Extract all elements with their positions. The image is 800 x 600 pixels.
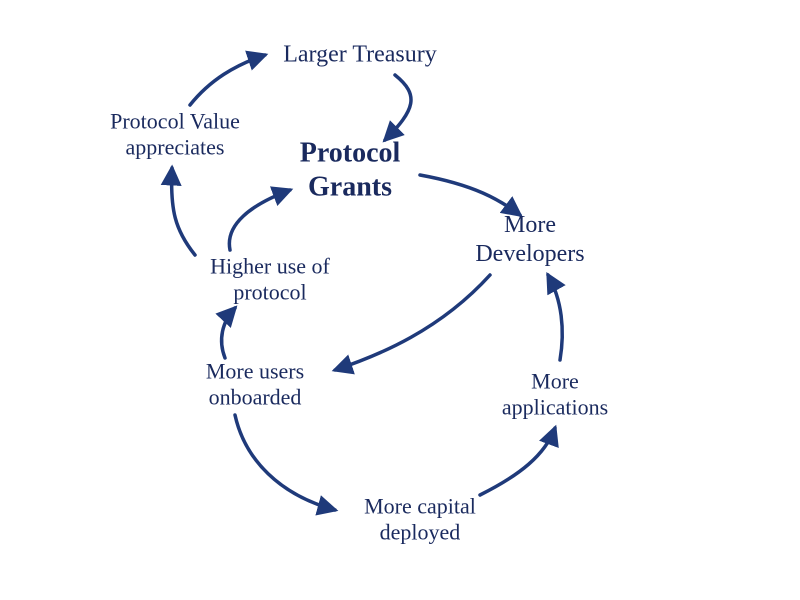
edge-capital-to-applications <box>480 428 555 495</box>
edge-users-to-higheruse <box>222 308 235 358</box>
node-label: More capital deployed <box>364 494 476 545</box>
edge-value-to-treasury <box>190 55 265 105</box>
node-label: Higher use of protocol <box>210 254 330 305</box>
node-grants: Protocol Grants <box>300 136 401 203</box>
edge-users-to-capital <box>235 415 335 510</box>
edge-applications-to-developers <box>548 275 562 360</box>
node-applications: More applications <box>502 369 608 422</box>
node-label: More applications <box>502 369 608 420</box>
edge-grants-to-developers <box>420 175 520 215</box>
node-higheruse: Higher use of protocol <box>210 254 330 307</box>
node-label: Larger Treasury <box>283 42 437 68</box>
node-label: Protocol Grants <box>300 137 401 202</box>
edge-developers-to-users <box>335 275 490 370</box>
flywheel-diagram: Larger Treasury Protocol Value appreciate… <box>0 0 800 600</box>
node-developers: More Developers <box>475 211 584 269</box>
node-value: Protocol Value appreciates <box>110 109 240 162</box>
node-users: More users onboarded <box>206 359 304 412</box>
edge-higheruse-to-value <box>172 168 195 255</box>
node-label: Protocol Value appreciates <box>110 109 240 160</box>
node-capital: More capital deployed <box>364 494 476 547</box>
node-treasury: Larger Treasury <box>283 41 437 70</box>
node-label: More Developers <box>475 212 584 267</box>
node-label: More users onboarded <box>206 359 304 410</box>
edge-higheruse-to-grants <box>229 190 290 250</box>
edge-treasury-to-grants <box>385 75 411 140</box>
